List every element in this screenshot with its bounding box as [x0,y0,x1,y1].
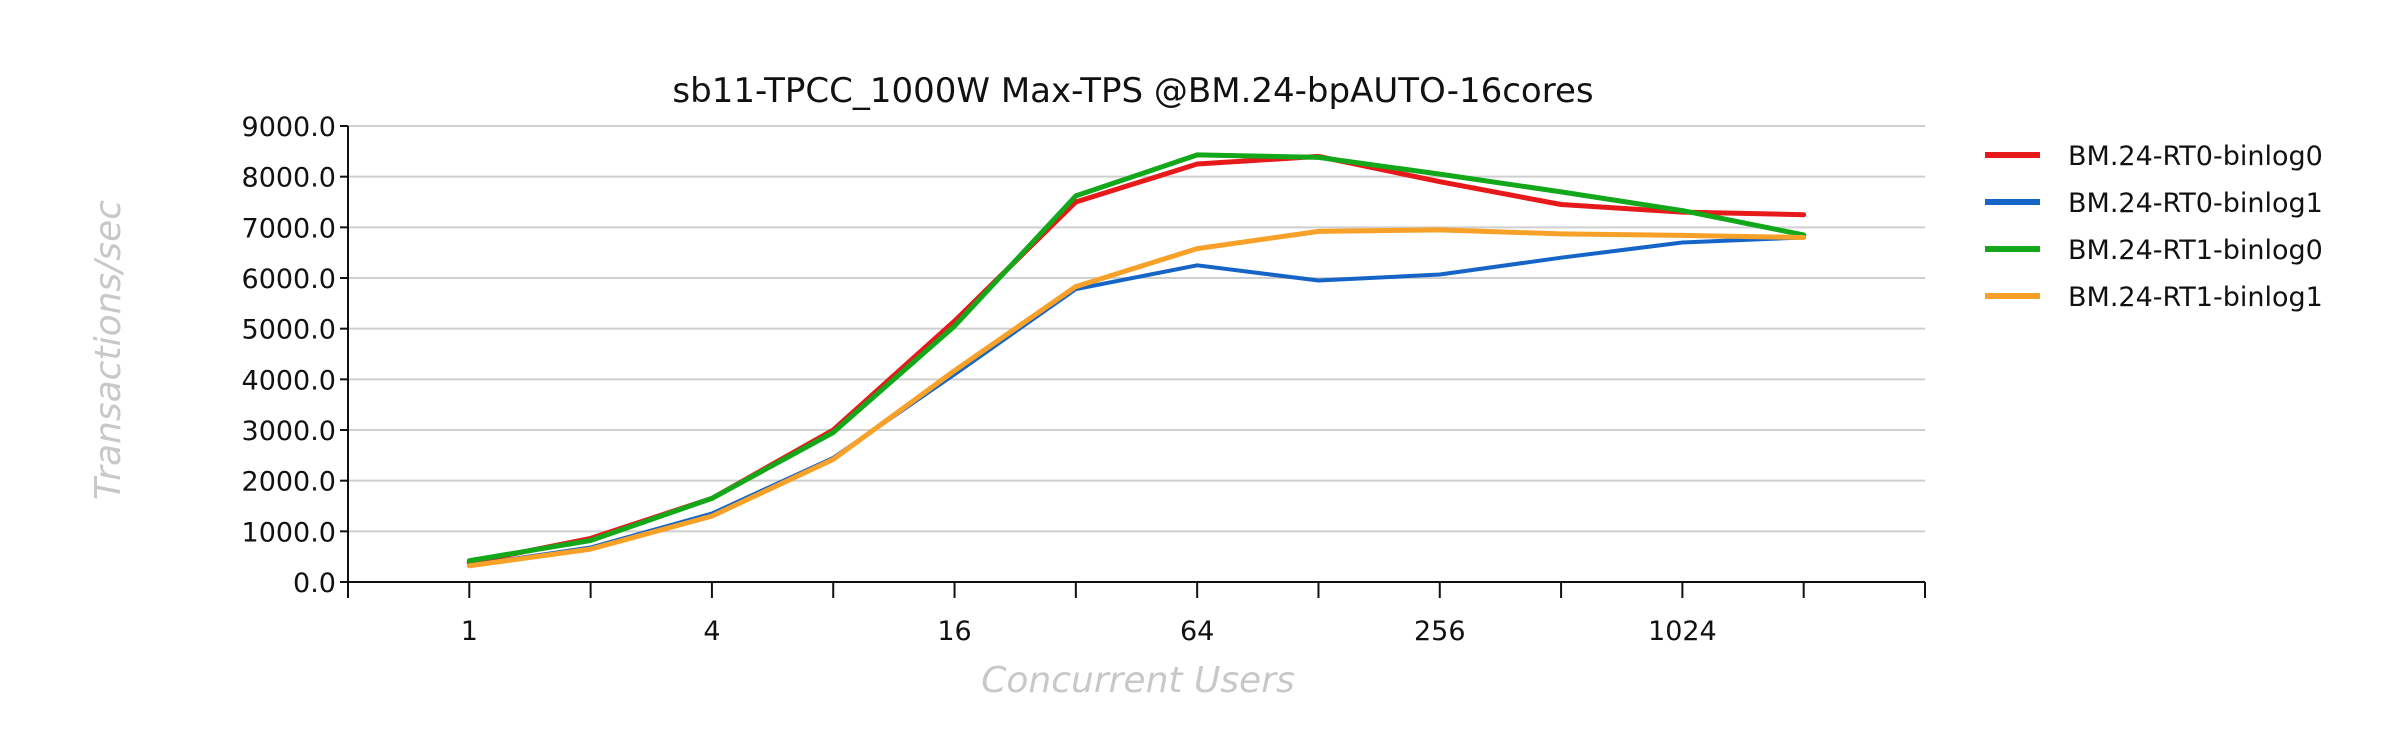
legend-label: BM.24-RT0-binlog1 [2068,188,2323,219]
y-tick-label: 7000.0 [242,213,336,244]
y-tick-label: 4000.0 [242,365,336,396]
series-line-bm-24-rt0-binlog1 [467,235,1806,568]
x-axis-ticks: 1 4 16 64 256 1024 [347,582,1926,647]
legend: BM.24-RT0-binlog0 BM.24-RT0-binlog1 BM.24-… [1985,141,2323,313]
y-tick-label: 3000.0 [242,416,336,447]
x-tick-label: 64 [1180,616,1214,647]
y-axis-label: Transactions/sec [88,200,129,500]
y-tick-label: 6000.0 [242,264,336,295]
series-lines [466,152,1807,569]
y-tick-label: 0.0 [293,568,336,599]
gridlines [348,125,1925,533]
series-line-bm-24-rt0-binlog0 [466,153,1807,566]
series-line-bm-24-rt1-binlog0 [466,152,1807,564]
x-tick-label: 16 [937,616,971,647]
x-tick-label: 1024 [1648,616,1717,647]
y-tick-label: 1000.0 [242,517,336,548]
legend-label: BM.24-RT1-binlog0 [2068,235,2323,266]
y-tick-label: 2000.0 [242,467,336,498]
axes [347,126,1925,583]
x-tick-label: 4 [703,616,720,647]
legend-label: BM.24-RT1-binlog1 [2068,282,2323,313]
x-tick-label: 1 [461,616,478,647]
legend-label: BM.24-RT0-binlog0 [2068,141,2323,172]
y-axis-ticks: 0.0 1000.0 2000.0 3000.0 4000.0 5000.0 6000.0 7… [242,112,348,599]
x-tick-label: 256 [1414,616,1466,647]
series-line-bm-24-rt1-binlog1 [466,227,1807,569]
chart-title: sb11-TPCC_1000W Max-TPS @BM.24-bpAUTO-16… [672,71,1593,111]
x-axis-label: Concurrent Users [981,660,1295,701]
y-tick-label: 9000.0 [242,112,336,143]
y-tick-label: 8000.0 [242,163,336,194]
y-tick-label: 5000.0 [242,315,336,346]
